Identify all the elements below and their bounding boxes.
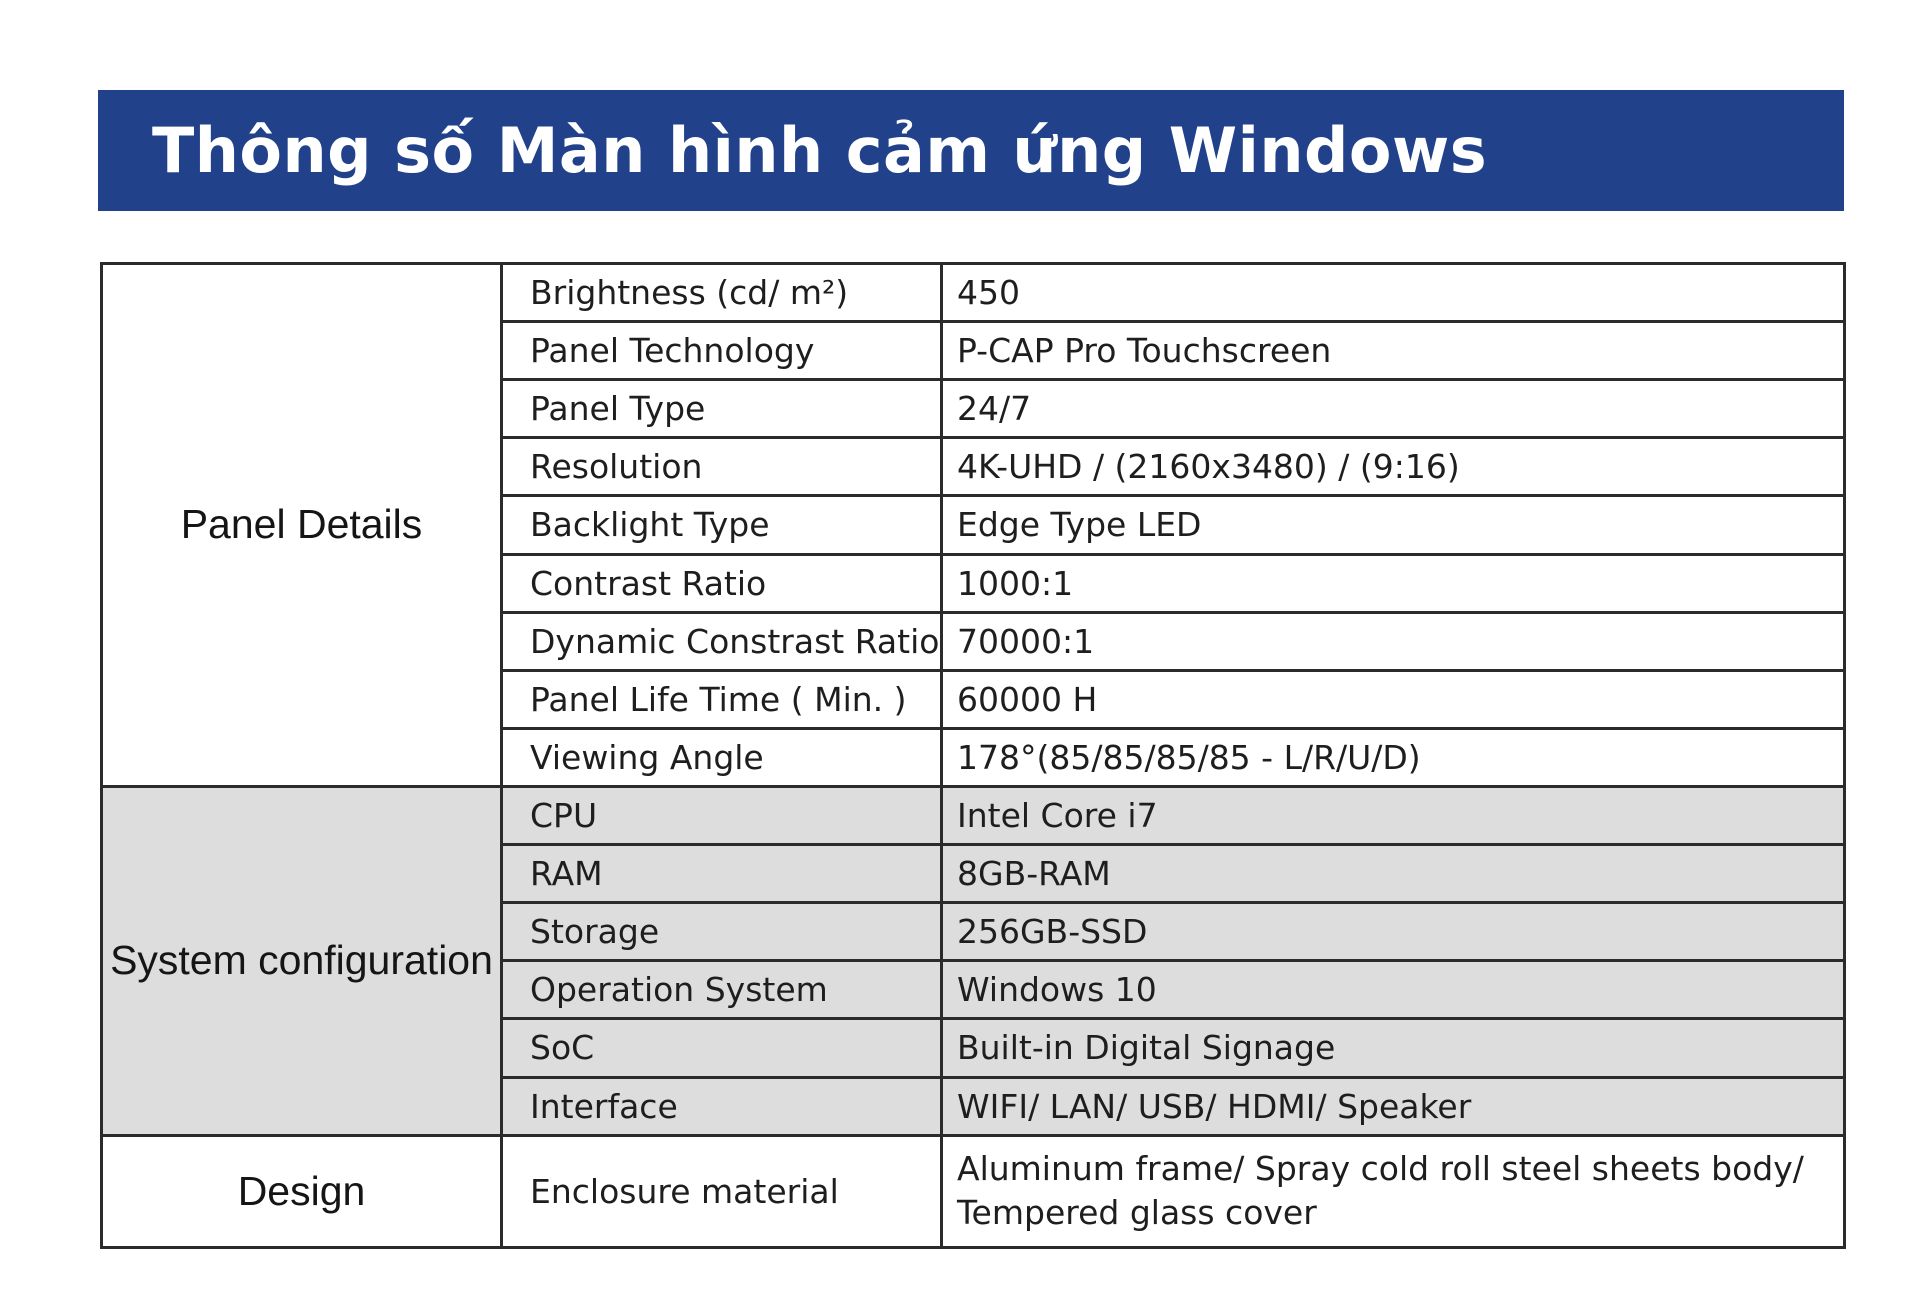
spec-value: 60000 H: [940, 668, 1846, 730]
table-row: Operation System Windows 10: [102, 959, 1846, 1021]
spec-label: Viewing Angle: [500, 726, 943, 788]
table-row: Resolution 4K-UHD / (2160x3480) / (9:16): [102, 436, 1846, 498]
spec-label: Contrast Ratio: [500, 552, 943, 614]
spec-label: RAM: [500, 843, 943, 905]
spec-label: SoC: [500, 1017, 943, 1079]
table-row: Backlight Type Edge Type LED: [102, 494, 1846, 556]
table-row: Panel Type 24/7: [102, 378, 1846, 440]
table-row: Interface WIFI/ LAN/ USB/ HDMI/ Speaker: [102, 1075, 1846, 1137]
table-row: Dynamic Constrast Ratio 70000:1: [102, 610, 1846, 672]
spec-label: Backlight Type: [500, 494, 943, 556]
table-row: SoC Built-in Digital Signage: [102, 1017, 1846, 1079]
table-row: Panel Details Brightness (cd/ m²) 450: [100, 261, 1846, 788]
spec-label: Panel Type: [500, 378, 943, 440]
table-row: Design Enclosure material Aluminum frame…: [100, 1133, 1846, 1250]
spec-label: Interface: [500, 1075, 943, 1137]
spec-value: Windows 10: [940, 959, 1846, 1021]
spec-label: CPU: [500, 784, 943, 847]
spec-label: Resolution: [500, 436, 943, 498]
spec-label: Operation System: [500, 959, 943, 1021]
spec-value: Aluminum frame/ Spray cold roll steel sh…: [940, 1133, 1846, 1250]
spec-value: P-CAP Pro Touchscreen: [940, 320, 1846, 382]
spec-value: Edge Type LED: [940, 494, 1846, 556]
spec-value: Intel Core i7: [940, 784, 1846, 847]
spec-label: Panel Technology: [500, 320, 943, 382]
spec-value: 178°(85/85/85/85 - L/R/U/D): [940, 726, 1846, 788]
table-row: System configuration CPU Intel Core i7: [100, 784, 1846, 1137]
table-row: RAM 8GB-RAM: [102, 843, 1846, 905]
spec-label: Storage: [500, 901, 943, 963]
table-row: Panel Life Time ( Min. ) 60000 H: [102, 668, 1846, 730]
spec-label: Enclosure material: [500, 1133, 943, 1250]
spec-value: 70000:1: [940, 610, 1846, 672]
table-row: Contrast Ratio 1000:1: [102, 552, 1846, 614]
spec-value: 1000:1: [940, 552, 1846, 614]
spec-value: 450: [940, 261, 1846, 324]
spec-value: 4K-UHD / (2160x3480) / (9:16): [940, 436, 1846, 498]
table-row: Viewing Angle 178°(85/85/85/85 - L/R/U/D…: [102, 726, 1846, 788]
spec-value: 24/7: [940, 378, 1846, 440]
spec-table: Panel Details Brightness (cd/ m²) 450 Pa…: [100, 261, 1846, 1250]
spec-value: 256GB-SSD: [940, 901, 1846, 963]
section-design: Design: [100, 1133, 503, 1250]
section-system-configuration: System configuration: [100, 784, 503, 1137]
spec-label: Brightness (cd/ m²): [500, 261, 943, 324]
spec-label: Panel Life Time ( Min. ): [500, 668, 943, 730]
table-row: Panel Technology P-CAP Pro Touchscreen: [102, 320, 1846, 382]
title-banner: Thông số Màn hình cảm ứng Windows: [98, 90, 1844, 211]
spec-label: Dynamic Constrast Ratio: [500, 610, 943, 672]
table-row: Storage 256GB-SSD: [102, 901, 1846, 963]
spec-value: Built-in Digital Signage: [940, 1017, 1846, 1079]
section-panel-details: Panel Details: [100, 262, 503, 788]
spec-value: 8GB-RAM: [940, 843, 1846, 905]
page-title: Thông số Màn hình cảm ứng Windows: [152, 113, 1488, 187]
spec-value: WIFI/ LAN/ USB/ HDMI/ Speaker: [940, 1075, 1846, 1137]
